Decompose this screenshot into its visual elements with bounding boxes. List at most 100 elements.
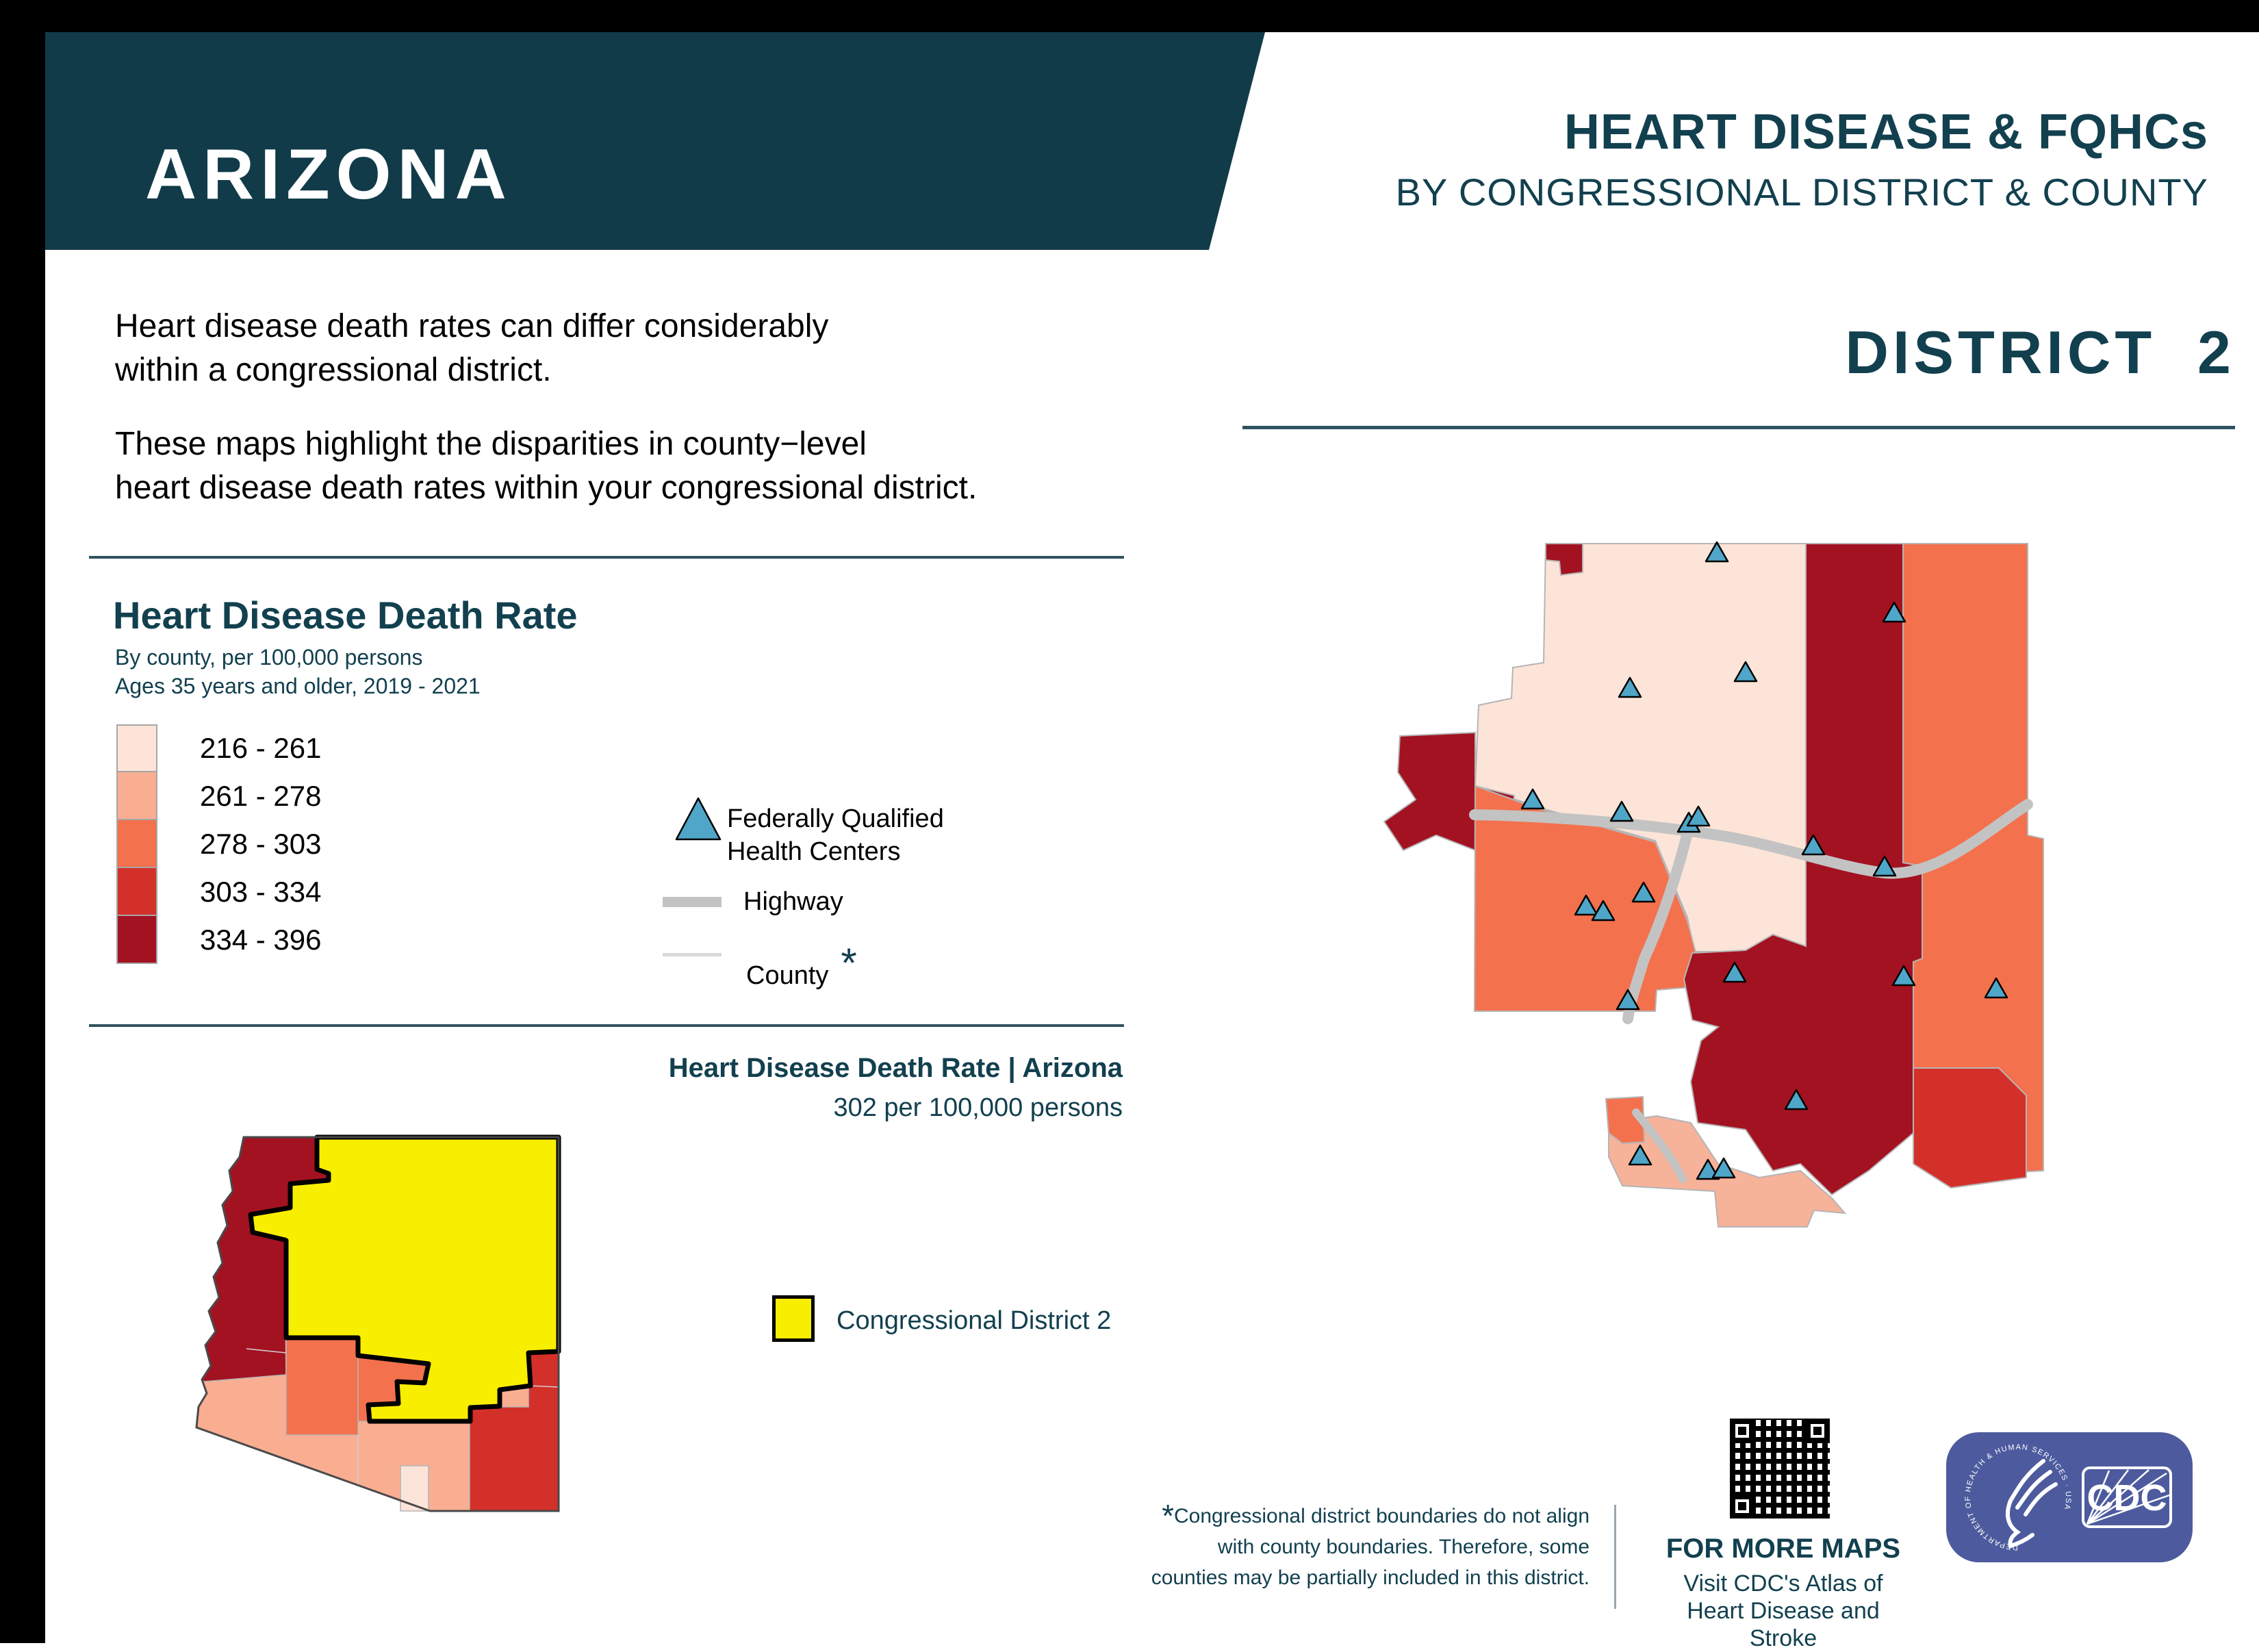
legend-swatch-2 xyxy=(116,772,157,820)
fqhc-marker-icon xyxy=(1891,965,1916,987)
legend-row: 334 - 396 xyxy=(116,916,321,964)
qr-finder-icon xyxy=(1730,1494,1754,1518)
legend-title: Heart Disease Death Rate xyxy=(113,594,578,637)
legend-swatch-3 xyxy=(116,820,157,868)
cdc-logo-text: CDC xyxy=(2087,1477,2167,1518)
legend-row: 278 - 303 xyxy=(116,820,321,868)
boundary-footnote: *Congressional district boundaries do no… xyxy=(1151,1498,1590,1593)
fqhc-marker-icon xyxy=(1711,1157,1736,1179)
footnote-line3: counties may be partially included in th… xyxy=(1151,1566,1590,1589)
cdc-logo: CDC xyxy=(2082,1466,2172,1528)
fqhc-marker-icon xyxy=(1686,805,1711,827)
county-region xyxy=(1605,1095,1646,1145)
highway-label: Highway xyxy=(743,887,843,916)
footnote-asterisk: * xyxy=(1162,1498,1174,1534)
state-banner xyxy=(45,32,1265,250)
divider-middle xyxy=(89,1024,1124,1027)
state-name: ARIZONA xyxy=(145,135,513,214)
more-maps-title: FOR MORE MAPS xyxy=(1665,1534,1901,1564)
district-2-swatch xyxy=(772,1295,815,1342)
fqhc-marker-icon xyxy=(1984,977,2008,999)
legend-range-3: 278 - 303 xyxy=(200,828,322,860)
qr-finder-icon xyxy=(1730,1419,1754,1443)
legend-swatch-4 xyxy=(116,868,157,916)
footer-divider xyxy=(1614,1505,1616,1609)
county-region xyxy=(285,1337,359,1436)
county-label: County * xyxy=(746,939,857,991)
highway-south-segment xyxy=(1632,1108,1687,1183)
fqhc-marker-icon xyxy=(1618,676,1642,698)
fqhc-marker-icon xyxy=(1574,894,1598,916)
left-black-bar xyxy=(0,0,45,1643)
legend-range-4: 303 - 334 xyxy=(200,876,322,908)
legend-range-1: 216 - 261 xyxy=(200,732,322,764)
intro-p1-line1: Heart disease death rates can differ con… xyxy=(115,308,829,344)
more-maps-block: FOR MORE MAPS Visit CDC's Atlas of Heart… xyxy=(1657,1534,1910,1652)
legend-subtitle-2: Ages 35 years and older, 2019 - 2021 xyxy=(115,674,481,698)
fqhc-marker-icon xyxy=(1616,989,1640,1011)
legend-row: 216 - 261 xyxy=(116,724,321,772)
header-right: HEART DISEASE & FQHCs BY CONGRESSIONAL D… xyxy=(1396,104,2208,214)
intro-p2-line1: These maps highlight the disparities in … xyxy=(115,426,867,462)
more-maps-line2: Heart Disease and Stroke xyxy=(1687,1598,1880,1651)
fqhc-marker-icon xyxy=(1609,800,1634,822)
hhs-cdc-logo: DEPARTMENT OF HEALTH & HUMAN SERVICES · … xyxy=(1946,1432,2193,1562)
district-2-region xyxy=(248,1134,561,1424)
fqhc-marker-icon xyxy=(1628,1144,1652,1166)
fqhc-markers xyxy=(1520,541,2008,1180)
page-subtitle: BY CONGRESSIONAL DISTRICT & COUNTY xyxy=(1395,170,2208,214)
footnote-line1: Congressional district boundaries do not… xyxy=(1173,1505,1590,1527)
arizona-state-map xyxy=(195,1134,561,1512)
fqhc-marker-icon xyxy=(1722,961,1747,983)
district-2-label: Congressional District 2 xyxy=(837,1306,1112,1335)
district-2-map xyxy=(1383,541,2044,1228)
intro-p2-line2: heart disease death rates within your co… xyxy=(115,470,978,506)
footnote-line2: with county boundaries. Therefore, some xyxy=(1217,1536,1590,1558)
county-region xyxy=(1913,1067,2027,1189)
county-region xyxy=(400,1465,429,1512)
legend-subtitle-1: By county, per 100,000 persons xyxy=(115,645,423,670)
fqhc-marker-icon xyxy=(1591,900,1616,922)
fqhc-marker-icon xyxy=(1882,601,1906,623)
legend-swatch-5 xyxy=(116,916,157,964)
qr-finder-icon xyxy=(1805,1419,1830,1443)
fqhc-marker-icon xyxy=(1520,788,1545,810)
hhs-eagle-icon xyxy=(2005,1459,2058,1549)
intro-p1-line2: within a congressional district. xyxy=(115,352,552,388)
fqhc-label-line2: Health Centers xyxy=(727,837,901,866)
legend-row: 261 - 278 xyxy=(116,772,321,820)
divider-top xyxy=(89,556,1124,559)
fqhc-marker-icon xyxy=(1631,881,1656,903)
fqhc-legend-label: Federally Qualified Health Centers xyxy=(727,802,944,868)
county-label-text: County xyxy=(746,961,829,990)
county-boundary-lines xyxy=(246,1348,559,1485)
county-line-icon xyxy=(663,953,722,956)
fqhc-marker-icon xyxy=(1801,834,1826,856)
more-maps-line1: Visit CDC's Atlas of xyxy=(1683,1571,1883,1597)
state-rate-value: 302 per 100,000 persons xyxy=(833,1093,1123,1122)
highway-line-icon xyxy=(663,897,722,907)
state-outline xyxy=(195,1136,560,1512)
fqhc-marker-icon xyxy=(1872,855,1897,877)
fqhc-marker-icon xyxy=(1784,1089,1809,1110)
fqhc-marker-icon xyxy=(1733,661,1758,683)
fqhc-marker-icon xyxy=(1696,1158,1720,1180)
district-heading-text: DISTRICT 2 xyxy=(1845,318,2235,386)
state-rate-summary: Heart Disease Death Rate | Arizona 302 p… xyxy=(669,1053,1123,1123)
fqhc-triangle-icon xyxy=(675,797,722,841)
fqhc-marker-icon xyxy=(1705,541,1729,563)
fqhc-label-line1: Federally Qualified xyxy=(727,804,944,833)
legend-range-2: 261 - 278 xyxy=(200,780,322,812)
legend-swatch-1 xyxy=(116,724,157,772)
intro-text: Heart disease death rates can differ con… xyxy=(115,305,977,510)
page-title: HEART DISEASE & FQHCs xyxy=(1564,105,2208,160)
legend-row: 303 - 334 xyxy=(116,868,321,916)
county-asterisk: * xyxy=(841,940,857,986)
legend-classes: 216 - 261 261 - 278 278 - 303 303 - 334 … xyxy=(116,724,321,964)
top-black-bar xyxy=(0,0,2259,32)
district-heading: DISTRICT 2 xyxy=(1242,318,2235,429)
county-region xyxy=(1545,543,1583,576)
state-rate-title: Heart Disease Death Rate | Arizona xyxy=(668,1053,1123,1083)
highway-main xyxy=(1469,799,2033,879)
qr-code xyxy=(1727,1416,1833,1521)
